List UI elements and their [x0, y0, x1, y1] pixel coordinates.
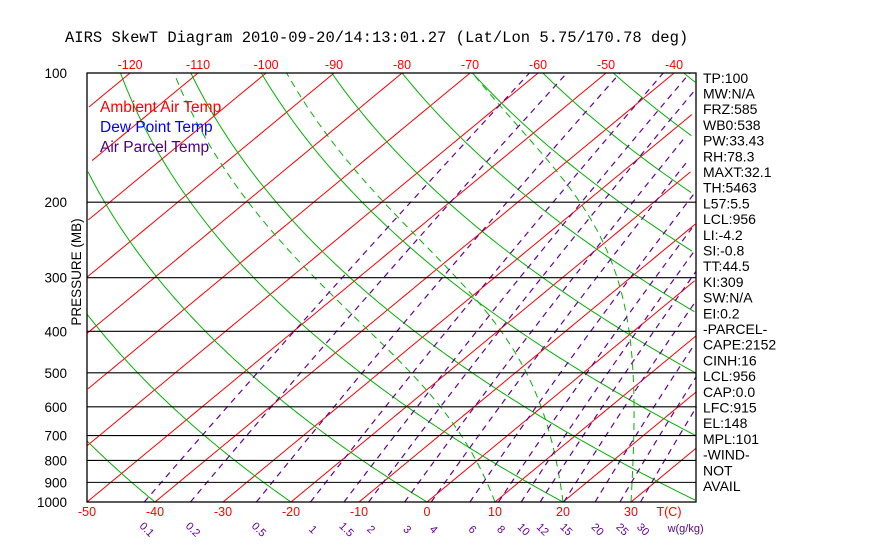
svg-text:EL:148: EL:148: [703, 415, 748, 431]
svg-text:-WIND-: -WIND-: [703, 447, 750, 463]
svg-text:-50: -50: [78, 505, 96, 519]
svg-text:900: 900: [44, 475, 67, 490]
svg-text:EI:0.2: EI:0.2: [703, 305, 740, 321]
svg-text:TH:5463: TH:5463: [703, 180, 757, 196]
svg-text:600: 600: [44, 400, 67, 415]
svg-text:KI:309: KI:309: [703, 274, 744, 290]
svg-text:NOT: NOT: [703, 462, 733, 478]
svg-text:700: 700: [44, 429, 67, 444]
svg-text:100: 100: [44, 66, 67, 81]
svg-text:200: 200: [44, 195, 67, 210]
svg-text:Dew Point Temp: Dew Point Temp: [100, 119, 213, 136]
svg-text:500: 500: [44, 366, 67, 381]
svg-text:AIRS SkewT Diagram 2010-09-20/: AIRS SkewT Diagram 2010-09-20/14:13:01.2…: [65, 29, 688, 47]
svg-text:MW:N/A: MW:N/A: [703, 86, 756, 102]
svg-text:-70: -70: [461, 58, 479, 72]
svg-text:1000: 1000: [37, 495, 67, 510]
svg-text:-PARCEL-: -PARCEL-: [703, 321, 768, 337]
svg-text:LFC:915: LFC:915: [703, 400, 757, 416]
svg-text:0: 0: [424, 505, 431, 519]
svg-text:-50: -50: [597, 58, 615, 72]
svg-text:L57:5.5: L57:5.5: [703, 195, 750, 211]
svg-text:-40: -40: [665, 58, 683, 72]
svg-text:-20: -20: [282, 505, 300, 519]
svg-text:LI:-4.2: LI:-4.2: [703, 227, 743, 243]
svg-text:-100: -100: [254, 58, 279, 72]
svg-text:PRESSURE (MB): PRESSURE (MB): [69, 218, 84, 325]
svg-text:10: 10: [488, 505, 502, 519]
svg-text:AVAIL: AVAIL: [703, 478, 741, 494]
svg-text:FRZ:585: FRZ:585: [703, 101, 758, 117]
svg-text:800: 800: [44, 453, 67, 468]
svg-text:-80: -80: [393, 58, 411, 72]
svg-text:MAXT:32.1: MAXT:32.1: [703, 164, 772, 180]
svg-text:-10: -10: [350, 505, 368, 519]
svg-text:-40: -40: [146, 505, 164, 519]
svg-text:RH:78.3: RH:78.3: [703, 148, 755, 164]
svg-text:20: 20: [556, 505, 570, 519]
svg-text:WB0:538: WB0:538: [703, 117, 761, 133]
svg-text:T(C): T(C): [657, 505, 682, 519]
svg-text:LCL:956: LCL:956: [703, 211, 756, 227]
svg-text:Air Parcel Temp: Air Parcel Temp: [100, 139, 209, 156]
svg-text:-120: -120: [118, 58, 143, 72]
svg-text:CINH:16: CINH:16: [703, 352, 757, 368]
svg-text:30: 30: [624, 505, 638, 519]
svg-text:PW:33.43: PW:33.43: [703, 133, 764, 149]
svg-text:300: 300: [44, 271, 67, 286]
svg-text:-60: -60: [529, 58, 547, 72]
svg-text:w(g/kg): w(g/kg): [667, 523, 704, 535]
svg-text:MPL:101: MPL:101: [703, 431, 759, 447]
svg-text:TT:44.5: TT:44.5: [703, 258, 750, 274]
svg-text:SW:N/A: SW:N/A: [703, 290, 753, 306]
svg-text:-110: -110: [186, 58, 210, 72]
svg-text:LCL:956: LCL:956: [703, 368, 756, 384]
svg-text:TP:100: TP:100: [703, 70, 748, 86]
svg-text:Ambient Air Temp: Ambient Air Temp: [100, 99, 221, 116]
svg-text:SI:-0.8: SI:-0.8: [703, 243, 744, 259]
svg-text:-30: -30: [214, 505, 232, 519]
svg-text:-90: -90: [325, 58, 343, 72]
svg-text:CAPE:2152: CAPE:2152: [703, 337, 776, 353]
svg-text:CAP:0.0: CAP:0.0: [703, 384, 755, 400]
svg-text:400: 400: [44, 324, 67, 339]
